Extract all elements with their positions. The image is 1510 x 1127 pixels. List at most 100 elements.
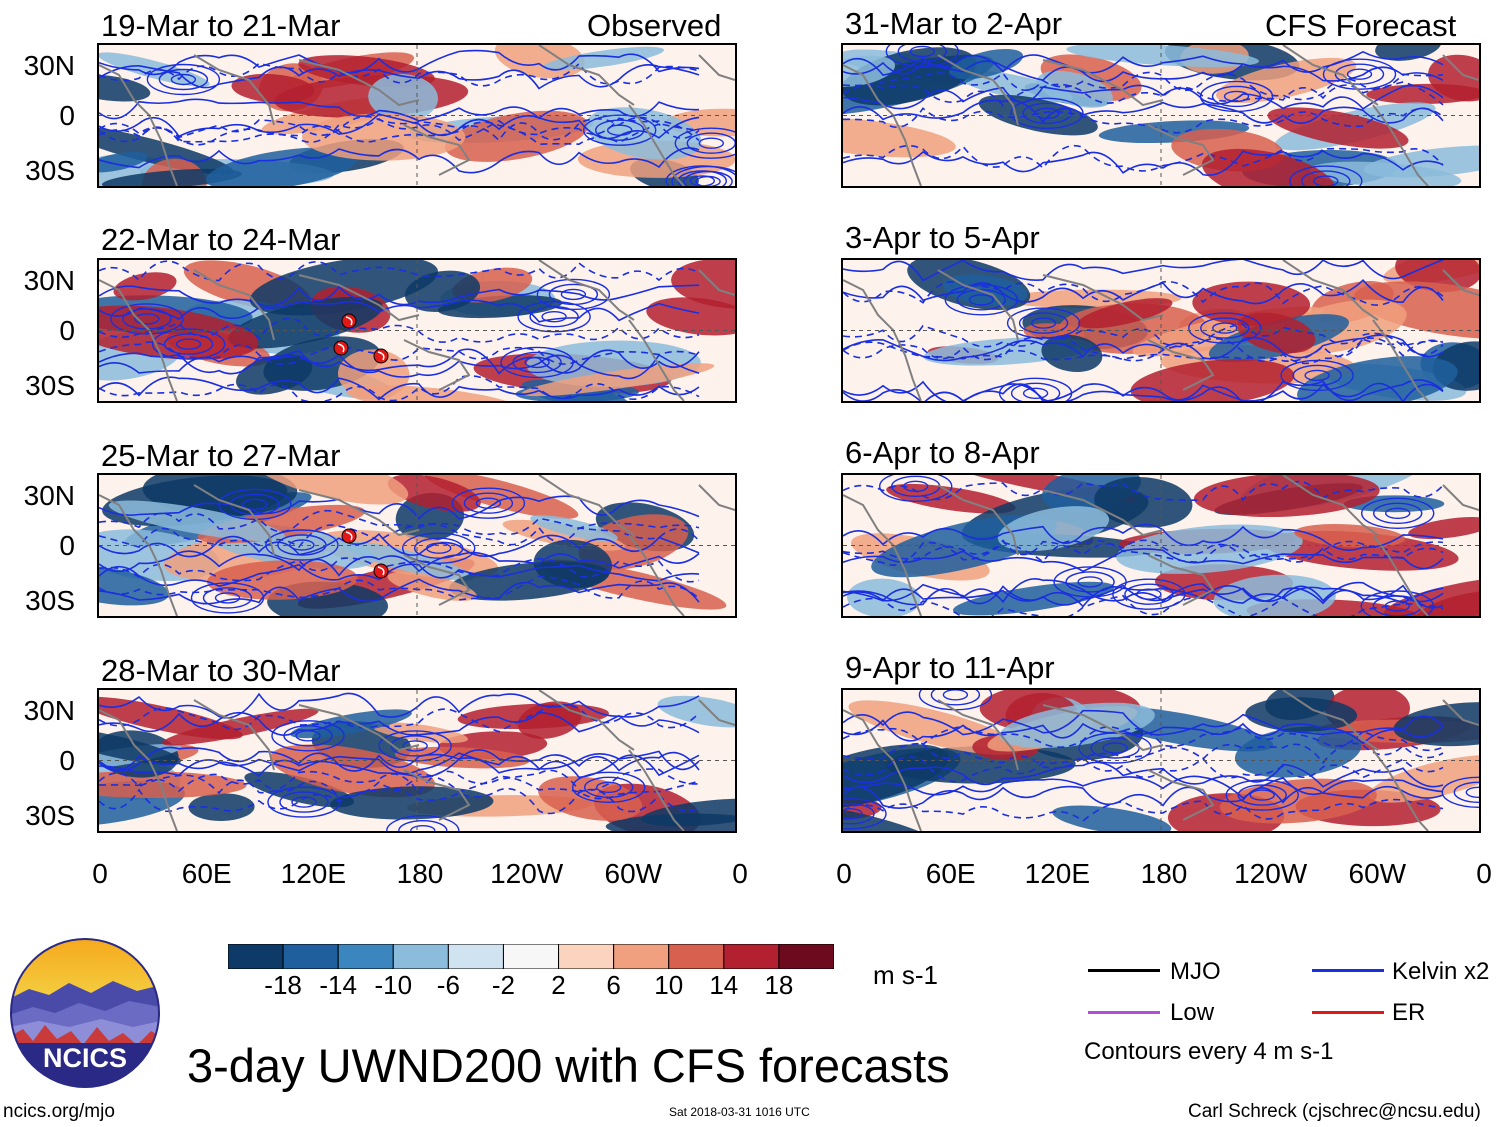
kelvin-contour-loop bbox=[1006, 307, 1081, 339]
kelvin-contour bbox=[99, 299, 700, 323]
kelvin-contour-loop bbox=[944, 284, 1019, 316]
ncics-logo: NCICS bbox=[10, 938, 160, 1088]
kelvin-contour bbox=[99, 557, 700, 583]
kelvin-contour-loop bbox=[402, 740, 428, 752]
kelvin-contour-loop bbox=[902, 480, 929, 493]
y-tick-label: 30S bbox=[25, 155, 75, 186]
kelvin-contour-loop bbox=[560, 288, 587, 301]
colorbar-segment bbox=[392, 944, 449, 969]
coastline bbox=[403, 124, 471, 176]
wind-anomaly-blob bbox=[101, 168, 242, 186]
footer-timestamp: Sat 2018-03-31 1016 UTC bbox=[669, 1105, 810, 1119]
kelvin-contour-loop bbox=[1373, 502, 1423, 524]
kelvin-contour-loop bbox=[942, 690, 969, 701]
kelvin-contour-loop bbox=[1124, 583, 1174, 605]
kelvin-contour bbox=[99, 692, 700, 719]
coastline bbox=[1372, 319, 1429, 401]
x-tick-label: 0 bbox=[1476, 858, 1492, 889]
kelvin-contour bbox=[843, 785, 1444, 809]
kelvin-contour-loop bbox=[1034, 107, 1060, 120]
kelvin-contour-loop bbox=[265, 529, 339, 561]
wind-anomaly-blob bbox=[843, 117, 956, 158]
kelvin-contour-loop bbox=[698, 137, 724, 149]
coastline bbox=[937, 484, 1019, 556]
coastline bbox=[298, 704, 420, 752]
kelvin-contour-loop bbox=[271, 720, 345, 752]
kelvin-contour bbox=[843, 336, 1444, 363]
tropical-cyclone-icon bbox=[333, 340, 349, 356]
wind-anomaly-blob bbox=[338, 349, 410, 400]
coastline bbox=[698, 54, 735, 81]
kelvin-contour-loop bbox=[1010, 97, 1084, 130]
coastline bbox=[937, 54, 1019, 126]
coastline bbox=[1147, 769, 1215, 821]
kelvin-contour-loop bbox=[289, 539, 315, 551]
kelvin-contour-loop bbox=[1225, 779, 1299, 811]
kelvin-contour bbox=[99, 116, 700, 143]
wind-anomaly-blob bbox=[641, 798, 735, 827]
coastline bbox=[538, 690, 635, 751]
coastline bbox=[1372, 534, 1429, 616]
kelvin-contour-loop bbox=[1313, 175, 1339, 186]
kelvin-contour-loop bbox=[410, 825, 436, 831]
x-tick-label: 60W bbox=[604, 858, 663, 889]
kelvin-contour bbox=[843, 260, 1444, 282]
wind-anomaly-blob bbox=[99, 74, 151, 102]
kelvin-contour-loop bbox=[1301, 170, 1351, 186]
kelvin-contour bbox=[843, 99, 1444, 124]
kelvin-contour-loop bbox=[1384, 600, 1410, 612]
kelvin-contour-loop bbox=[291, 796, 317, 808]
kelvin-contour-loop bbox=[1065, 571, 1115, 593]
colorbar-label: 10 bbox=[654, 970, 684, 1000]
map-panel bbox=[841, 473, 1481, 618]
kelvin-contour-loop bbox=[1304, 369, 1330, 382]
kelvin-contour bbox=[99, 147, 700, 174]
wind-anomaly-blob bbox=[142, 475, 298, 516]
y-tick-label: 30N bbox=[23, 480, 75, 511]
footer-url[interactable]: ncics.org/mjo bbox=[3, 1101, 115, 1122]
panel-title: 25-Mar to 27-Mar bbox=[101, 438, 341, 473]
wind-anomaly-blob bbox=[1052, 805, 1172, 831]
kelvin-contour-loop bbox=[1077, 576, 1103, 588]
kelvin-contour-loop bbox=[378, 730, 452, 762]
tropical-cyclone-icon bbox=[341, 313, 357, 329]
coastline bbox=[193, 54, 275, 126]
coastline bbox=[1042, 59, 1164, 107]
kelvin-contour-loop bbox=[451, 487, 526, 519]
y-tick-label: 0 bbox=[59, 745, 75, 776]
x-tick-label: 120E bbox=[280, 858, 347, 889]
wind-anomaly-blob bbox=[1375, 45, 1442, 61]
coastline bbox=[628, 534, 685, 616]
kelvin-contour-loop bbox=[1010, 382, 1061, 401]
wind-anomaly-blob bbox=[1041, 334, 1103, 372]
kelvin-contour-loop bbox=[110, 303, 184, 335]
coastline bbox=[628, 104, 685, 186]
wind-anomaly-blob bbox=[387, 475, 481, 512]
kelvin-contour bbox=[843, 761, 1444, 788]
tropical-cyclone-icon bbox=[373, 348, 389, 364]
kelvin-contour bbox=[99, 509, 700, 536]
wind-anomaly-blob bbox=[502, 519, 625, 551]
y-tick-label: 0 bbox=[59, 100, 75, 131]
kelvin-contour-loop bbox=[475, 497, 502, 509]
wind-anomaly-blob bbox=[249, 260, 439, 316]
kelvin-contour-loop bbox=[1465, 786, 1479, 798]
wind-anomaly-blob bbox=[1193, 475, 1380, 518]
y-tick-label: 0 bbox=[59, 530, 75, 561]
kelvin-contour-loop bbox=[572, 771, 646, 804]
kelvin-contour-loop bbox=[1136, 588, 1162, 600]
kelvin-contour bbox=[99, 113, 700, 140]
wind-anomaly-blob bbox=[1408, 517, 1479, 539]
kelvin-contour bbox=[99, 550, 700, 577]
x-tick-label: 0 bbox=[836, 858, 852, 889]
kelvin-contour bbox=[843, 380, 1444, 401]
kelvin-contour bbox=[843, 578, 1444, 604]
kelvin-contour bbox=[99, 746, 700, 772]
wind-anomaly-blob bbox=[1066, 45, 1260, 67]
kelvin-contour-loop bbox=[686, 132, 735, 154]
kelvin-contour bbox=[843, 719, 1444, 745]
kelvin-contour bbox=[843, 756, 1444, 783]
kelvin-contour bbox=[99, 495, 700, 520]
kelvin-contour-loop bbox=[512, 351, 562, 374]
kelvin-contour-loop bbox=[1292, 364, 1342, 387]
